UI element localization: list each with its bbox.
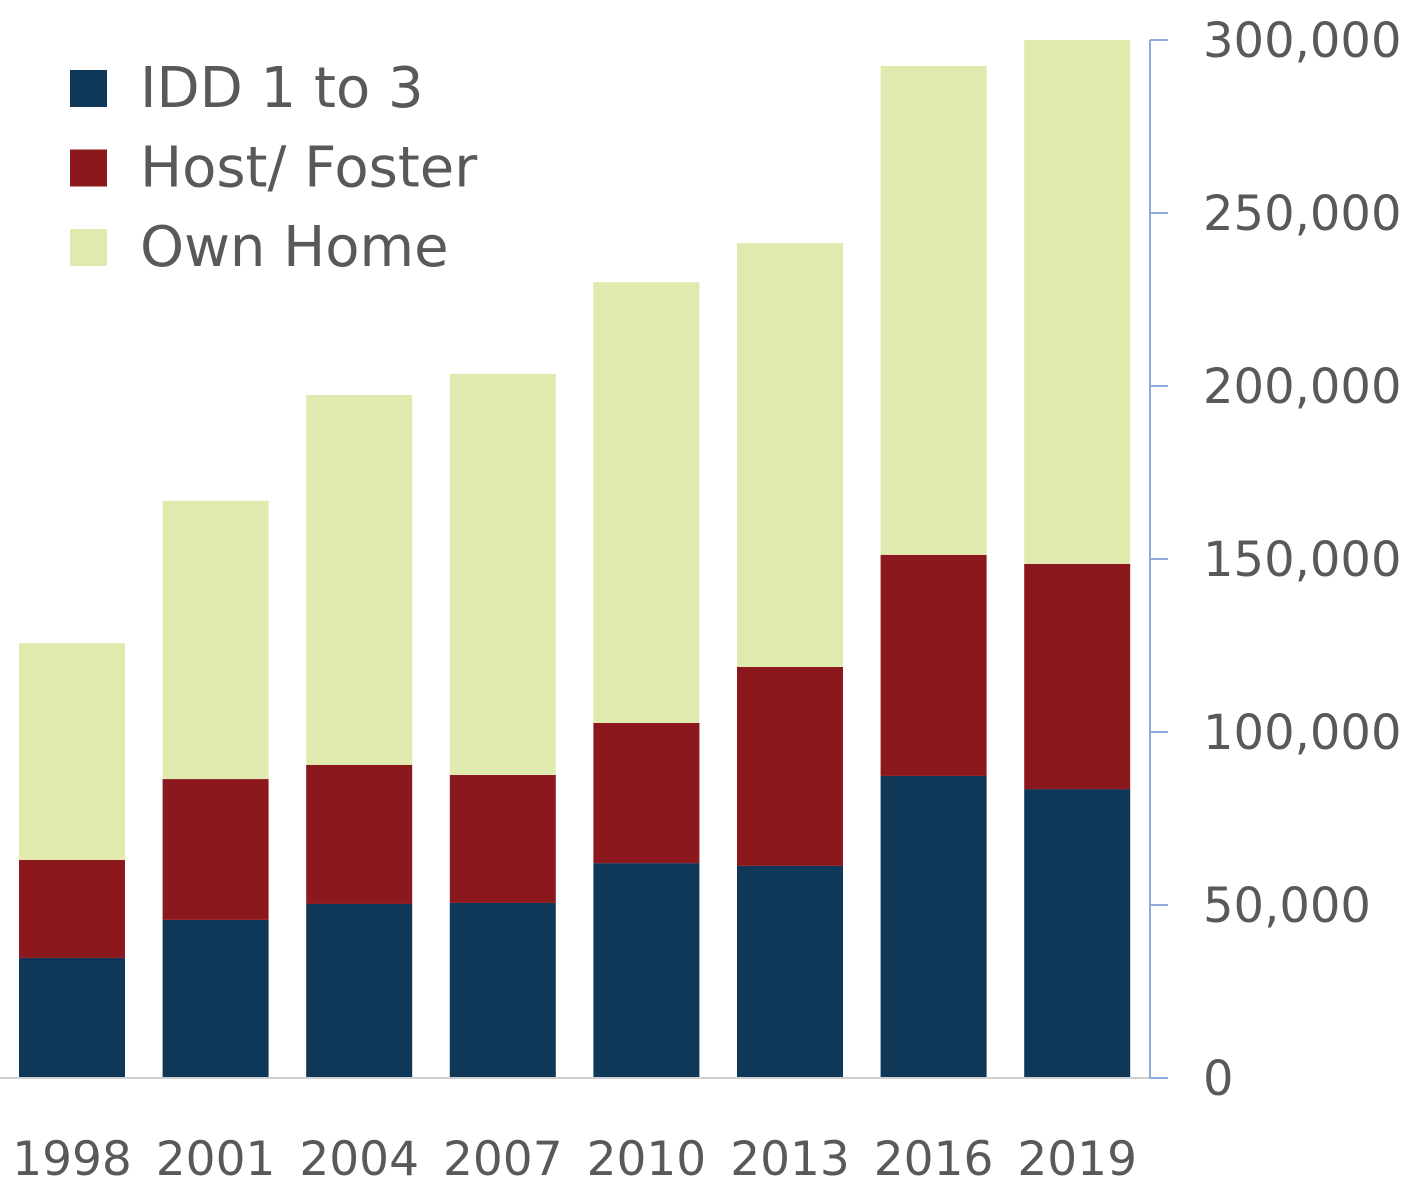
bar-2013-series-1: [737, 666, 843, 866]
x-tick-label: 2007: [443, 1132, 563, 1187]
y-tick-label: 50,000: [1203, 878, 1371, 934]
x-tick-label: 2001: [156, 1132, 276, 1187]
bar-2001-series-1: [162, 779, 269, 920]
bar-2004-series-1: [306, 764, 413, 904]
bar-2004-series-2: [306, 394, 413, 765]
x-tick-label: 2013: [730, 1132, 850, 1187]
bar-1998-series-1: [19, 860, 125, 958]
bar-2001-series-2: [162, 500, 269, 780]
bar-1998-series-2: [19, 643, 125, 861]
legend-swatch-0: [70, 70, 107, 107]
legend-swatch-1: [70, 149, 107, 187]
legend-swatch-2: [70, 229, 107, 266]
legend-label: IDD 1 to 3: [140, 56, 424, 121]
bar-2013-series-0: [737, 865, 843, 1078]
bar-2019-series-2: [1024, 40, 1131, 564]
bar-2007-series-1: [449, 774, 556, 903]
bar-1998-series-0: [19, 957, 125, 1078]
y-tick-label: 300,000: [1203, 13, 1402, 69]
y-tick-label: 250,000: [1203, 186, 1402, 242]
x-tick-label: 2004: [299, 1132, 419, 1187]
bar-2007-series-0: [449, 902, 556, 1078]
bar-2016-series-0: [880, 775, 987, 1078]
bar-2010-series-2: [593, 282, 700, 724]
y-tick-label: 200,000: [1203, 359, 1402, 415]
x-tick-label: 2010: [587, 1132, 707, 1187]
x-tick-label: 2016: [874, 1132, 994, 1187]
y-tick-label: 150,000: [1203, 532, 1402, 588]
bar-2016-series-2: [880, 65, 987, 555]
bar-2013-series-2: [737, 243, 843, 667]
bar-2007-series-2: [449, 373, 556, 775]
x-tick-label: 1998: [12, 1132, 132, 1187]
bar-2019-series-1: [1024, 563, 1131, 790]
y-tick-label: 0: [1203, 1051, 1234, 1107]
bar-2019-series-0: [1024, 789, 1131, 1078]
bar-2010-series-1: [593, 723, 700, 864]
bar-2001-series-0: [162, 919, 269, 1078]
y-tick-label: 100,000: [1203, 705, 1402, 761]
bar-2010-series-0: [593, 863, 700, 1078]
x-tick-label: 2019: [1017, 1132, 1137, 1187]
legend-label: Own Home: [140, 215, 449, 280]
bar-2016-series-1: [880, 554, 987, 776]
bar-2004-series-0: [306, 903, 413, 1078]
legend-label: Host/ Foster: [140, 136, 478, 201]
